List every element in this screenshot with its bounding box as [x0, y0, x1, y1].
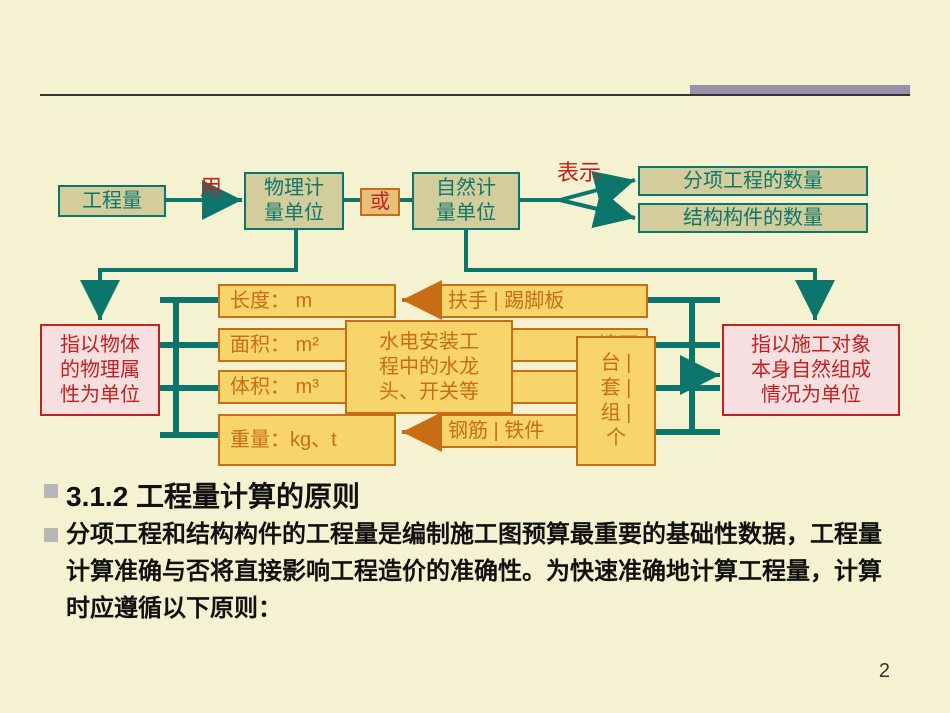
text-right-desc: 指以施工对象 本身自然组成 情况为单位	[751, 333, 871, 408]
box-natural-unit: 自然计 量单位	[412, 172, 520, 230]
box-nat-handrail: 扶手 | 踢脚板	[440, 284, 648, 318]
text-natural-unit: 自然计 量单位	[436, 176, 496, 226]
box-quantity: 工程量	[58, 185, 166, 217]
box-sub-project-qty: 分项工程的数量	[638, 166, 868, 196]
bullet-paragraph	[44, 528, 58, 542]
section-title: 3.1.2 工程量计算的原则	[66, 475, 360, 515]
text-physical-unit: 物理计 量单位	[264, 176, 324, 226]
top-rule	[40, 94, 910, 96]
box-right-desc: 指以施工对象 本身自然组成 情况为单位	[722, 324, 900, 416]
box-left-desc: 指以物体 的物理属 性为单位	[40, 324, 160, 416]
text-nat-steel: 钢筋 | 铁件	[448, 419, 544, 444]
text-phys-weight: 重量：kg、t	[230, 428, 337, 453]
box-physical-unit: 物理计 量单位	[244, 172, 344, 230]
paragraph: 分项工程和结构构件的工程量是编制施工图预算最重要的基础性数据，工程量计算准确与否…	[66, 516, 886, 628]
label-use: 用	[200, 170, 222, 202]
text-left-desc: 指以物体 的物理属 性为单位	[60, 333, 140, 408]
text-nat-handrail: 扶手 | 踢脚板	[448, 289, 564, 314]
text-component-qty: 结构构件的数量	[683, 206, 823, 231]
page-number: 2	[879, 660, 890, 683]
text-quantity: 工程量	[82, 189, 142, 214]
bullet-heading	[44, 484, 58, 498]
text-popup-hydro: 水电安装工 程中的水龙 头、开关等	[379, 330, 479, 405]
label-represent: 表示	[557, 155, 601, 187]
text-or: 或	[370, 190, 390, 215]
text-phys-length: 长度： m	[230, 289, 312, 314]
box-component-qty: 结构构件的数量	[638, 203, 868, 233]
popup-units: 台 | 套 | 组 | 个	[576, 336, 656, 466]
text-phys-area: 面积： m²	[230, 333, 319, 358]
box-phys-length: 长度： m	[218, 284, 396, 318]
text-popup-units: 台 | 套 | 组 | 个	[601, 351, 632, 451]
text-phys-volume: 体积： m³	[230, 375, 319, 400]
box-or: 或	[360, 188, 400, 216]
box-phys-weight: 重量：kg、t	[218, 414, 396, 466]
popup-hydro: 水电安装工 程中的水龙 头、开关等	[345, 320, 513, 414]
text-sub-project-qty: 分项工程的数量	[683, 169, 823, 194]
